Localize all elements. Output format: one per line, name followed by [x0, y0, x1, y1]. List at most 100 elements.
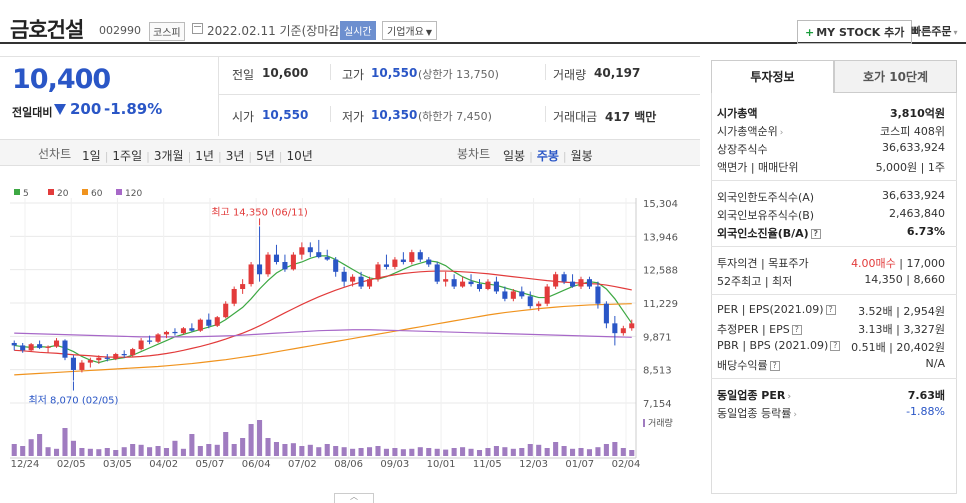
realtime-button[interactable]: 실시간	[340, 21, 376, 40]
mystock-add-button[interactable]: + MY STOCK 추가	[797, 20, 913, 44]
candle-body	[248, 264, 254, 285]
invest-row[interactable]: 동일업종 PER › 7.63배	[717, 387, 945, 403]
candle-button[interactable]: 주봉	[536, 149, 559, 163]
y-tick-label: 12,588	[643, 266, 678, 277]
high-label: 고가	[342, 68, 365, 82]
volume-bar	[273, 442, 280, 456]
candle-body	[282, 261, 288, 270]
help-icon[interactable]: ?	[825, 305, 836, 315]
separator: |	[187, 150, 192, 163]
invest-row-value: 2,463,840	[889, 207, 945, 220]
volume-bar	[426, 448, 432, 456]
volume-bar	[400, 449, 406, 456]
candle-body	[629, 323, 635, 329]
separator: |	[217, 150, 222, 163]
candle-body	[553, 274, 559, 287]
volume-bar	[485, 448, 491, 456]
invest-row[interactable]: 동일업종 등락률 › -1.88%	[717, 405, 945, 421]
candle-body	[130, 349, 136, 356]
volume-label: 거래량	[553, 68, 587, 82]
x-tick-label: 08/06	[334, 459, 363, 468]
corp-overview-button[interactable]: 기업개요 ▼	[382, 21, 437, 40]
volume-bar	[307, 444, 313, 456]
help-icon[interactable]: ?	[769, 361, 780, 371]
volume-bar	[383, 448, 389, 456]
moving-average-line	[14, 329, 632, 338]
candle-button[interactable]: 일봉	[503, 149, 526, 163]
range-button[interactable]: 5년	[256, 149, 275, 163]
divider	[711, 180, 957, 181]
amount-label: 거래대금	[553, 110, 598, 124]
invest-row-value: 36,633,924	[882, 141, 945, 154]
candle-body	[87, 360, 93, 363]
volume-bar	[11, 444, 17, 456]
x-tick-label: 09/03	[380, 459, 409, 468]
quick-order-button[interactable]: 빠른주문 ▾	[911, 23, 958, 39]
volume-bar	[37, 434, 43, 456]
upper-limit: (상한가 13,750)	[418, 68, 499, 81]
candle-body	[273, 254, 280, 262]
candle-body	[358, 276, 364, 287]
candle-body	[299, 247, 305, 255]
separator: |	[146, 150, 150, 163]
invest-row[interactable]: 시가총액순위 › 코스피 408위	[717, 123, 945, 139]
down-arrow-icon	[54, 104, 66, 115]
price-chart[interactable]: 5 20 60 120 15,304 13,946 12,588 11,229 9,871 8,5…	[0, 168, 700, 468]
range-button[interactable]: 3년	[225, 149, 245, 163]
volume-bar	[121, 447, 127, 456]
volume-bar	[53, 448, 60, 456]
legend-label: 5	[23, 189, 29, 199]
candle-body	[113, 354, 119, 359]
mystock-label: MY STOCK 추가	[816, 26, 905, 39]
invest-row: 외국인보유주식수(B) 2,463,840	[717, 207, 945, 223]
candle-body	[409, 252, 415, 262]
invest-row-value: 4.00매수 | 17,000	[851, 257, 945, 270]
candle-buttons: 일봉 | 주봉 | 월봉	[503, 145, 593, 164]
invest-row-value: 3.52배 | 2,954원	[858, 305, 945, 318]
invest-row-value: 7.63배	[907, 389, 945, 402]
legend-swatch	[14, 189, 20, 195]
candle-button[interactable]: 월봉	[570, 149, 593, 163]
volume-bar	[197, 446, 203, 456]
help-icon[interactable]: ?	[830, 341, 841, 351]
invest-row: 투자의견 | 목표주가 4.00매수 | 17,000	[717, 255, 945, 271]
help-icon[interactable]: ?	[791, 325, 802, 335]
candle-body	[527, 296, 533, 307]
invest-row-label: PER | EPS(2021.09)?	[717, 303, 836, 316]
volume-bar	[28, 439, 34, 456]
range-button[interactable]: 1주일	[112, 149, 143, 163]
candle-body	[138, 340, 144, 350]
invest-row-value: 코스피 408위	[880, 125, 945, 138]
volume-bar	[570, 448, 576, 456]
divider	[711, 294, 957, 295]
help-icon[interactable]: ?	[810, 229, 821, 239]
range-button[interactable]: 3개월	[153, 149, 184, 163]
chevron-right-icon: ›	[793, 410, 797, 420]
divider	[711, 246, 957, 247]
prev-close-label: 전일	[232, 68, 255, 82]
volume-bar	[20, 446, 26, 456]
range-button[interactable]: 10년	[286, 149, 313, 163]
candle-body	[468, 281, 474, 285]
volume-bar	[350, 448, 356, 456]
range-button[interactable]: 1년	[195, 149, 214, 163]
volume-bar	[493, 446, 499, 456]
volume-bar	[409, 448, 415, 456]
volume-bar	[519, 448, 525, 456]
collapse-handle[interactable]: ︿	[334, 492, 374, 503]
candle-body	[375, 264, 381, 280]
tab-invest-info[interactable]: 투자정보	[711, 60, 834, 93]
candle-body	[485, 281, 491, 289]
invest-row-value: N/A	[925, 357, 945, 370]
volume-bar	[603, 444, 609, 456]
candle-body	[121, 354, 127, 356]
y-tick-label: 7,154	[643, 399, 672, 410]
tab-orderbook[interactable]: 호가 10단계	[834, 60, 957, 93]
invest-row: 추정PER | EPS? 3.13배 | 3,327원	[717, 321, 945, 337]
legend-swatch	[48, 189, 54, 195]
invest-row-label: 동일업종 등락률 ›	[717, 407, 797, 420]
volume-bar	[333, 446, 339, 456]
range-button[interactable]: 1일	[82, 149, 101, 163]
volume-bar	[180, 448, 186, 456]
volume-bar	[392, 448, 398, 456]
